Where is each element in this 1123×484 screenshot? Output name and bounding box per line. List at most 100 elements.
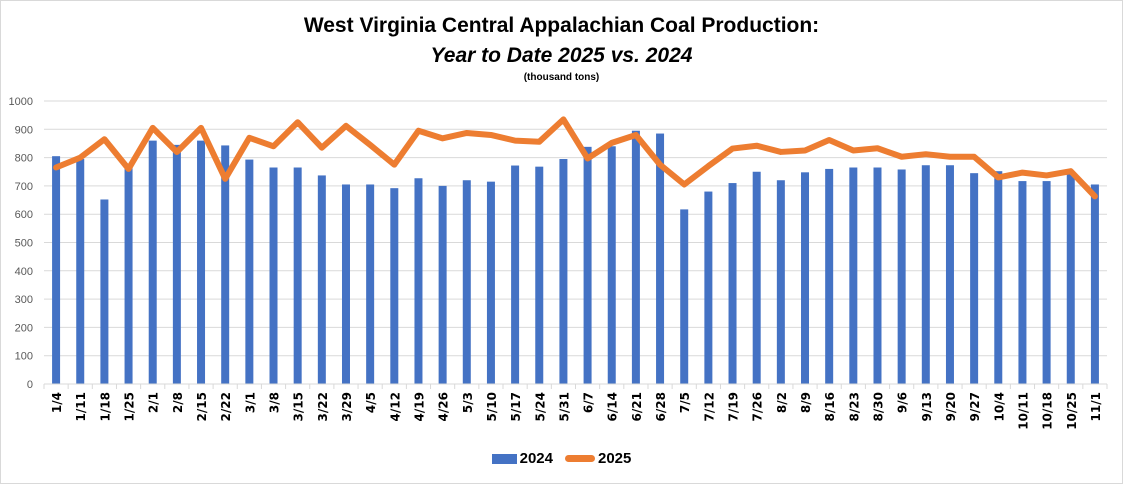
x-tick-label: 1/4 [50,392,64,413]
x-tick-label: 5/24 [533,392,547,421]
bar-2024 [970,173,979,384]
bar-2024 [366,184,375,384]
point-2025 [852,150,854,152]
legend-swatch-2025 [565,455,595,462]
y-tick-label: 400 [15,266,33,278]
x-tick-label: 4/12 [388,392,402,421]
bar-2024 [1090,184,1099,384]
point-2025 [345,125,347,127]
bar-2024 [1066,174,1075,384]
y-tick-label: 100 [15,351,33,363]
x-tick-label: 10/18 [1041,392,1055,430]
point-2025 [756,145,758,147]
point-2025 [707,165,709,167]
bars-2024 [52,130,1099,384]
bar-2024 [293,167,302,384]
point-2025 [442,137,444,139]
point-2025 [1070,170,1072,172]
x-tick-label: 3/29 [340,392,354,421]
bar-2024 [704,191,713,384]
point-2025 [901,156,903,158]
bar-2024 [221,145,230,384]
point-2025 [79,157,81,159]
point-2025 [973,156,975,158]
point-2025 [393,164,395,166]
point-2025 [152,127,154,129]
point-2025 [780,151,782,153]
bar-2024 [172,144,181,384]
chart-unit-note: (thousand tons) [523,72,600,83]
x-tick-label: 11/1 [1089,392,1103,421]
bar-2024 [245,159,254,384]
point-2025 [55,167,57,169]
legend-item-2024: 2024 [491,450,553,467]
x-tick-label: 5/3 [461,392,475,413]
point-2025 [1021,172,1023,174]
x-tick-label: 7/26 [751,392,765,421]
point-2025 [538,141,540,143]
bar-2024 [76,159,85,384]
y-axis-ticks: 0 100 200 300 400 500 600 700 800 900 1000 [9,96,33,391]
bar-2024 [728,183,737,384]
y-tick-label: 900 [15,124,33,136]
x-tick-label: 6/14 [606,392,620,421]
bar-2024 [341,184,350,384]
point-2025 [128,168,130,170]
x-tick-label: 3/8 [268,392,282,413]
bar-2024 [462,180,471,384]
chart-subtitle: Year to Date 2025 vs. 2024 [430,44,693,67]
point-2025 [562,118,564,120]
x-tick-label: 4/5 [364,392,378,413]
chart-title: West Virginia Central Appalachian Coal P… [303,14,820,37]
point-2025 [176,151,178,153]
x-tick-label: 10/4 [992,392,1006,421]
x-tick-label: 5/17 [509,392,523,421]
point-2025 [876,147,878,149]
point-2025 [297,121,299,123]
bar-2024 [124,167,133,384]
gridlines [44,100,1107,357]
bar-2024 [559,159,568,384]
bar-2024 [583,146,592,384]
x-tick-label: 3/22 [316,392,330,421]
point-2025 [997,176,999,178]
bar-2024 [921,165,930,384]
line-2025 [53,116,1098,200]
x-tick-label: 8/16 [823,392,837,421]
bar-2024 [390,188,399,384]
bar-2024 [100,199,109,384]
y-tick-label: 800 [15,153,33,165]
point-2025 [103,138,105,140]
x-tick-label: 10/25 [1065,392,1079,430]
point-2025 [635,134,637,136]
legend-label-2025: 2025 [598,450,632,467]
line-2025-path [53,116,1098,200]
bar-2024 [752,171,761,384]
point-2025 [1094,195,1096,197]
bar-2024 [825,168,834,384]
point-2025 [804,150,806,152]
point-2025 [1046,174,1048,176]
point-2025 [417,130,419,132]
legend-swatch-2024 [491,453,517,464]
bar-2024 [631,130,640,384]
x-tick-label: 8/23 [847,392,861,421]
bar-2024 [680,209,689,384]
point-2025 [369,144,371,146]
bar-2024 [148,140,157,384]
bar-2024 [52,156,61,384]
point-2025 [514,140,516,142]
x-tick-label: 7/19 [727,392,741,421]
bar-2024 [511,165,520,384]
bar-2024 [414,178,423,384]
y-tick-label: 1000 [9,96,33,108]
x-tick-label: 9/13 [920,392,934,421]
point-2025 [949,156,951,158]
y-tick-label: 500 [15,238,33,250]
bar-2024 [607,146,616,384]
x-tick-label: 6/28 [654,392,668,421]
x-tick-label: 7/12 [702,392,716,421]
point-2025 [273,145,275,147]
x-tick-label: 3/15 [292,392,306,421]
point-2025 [611,142,613,144]
